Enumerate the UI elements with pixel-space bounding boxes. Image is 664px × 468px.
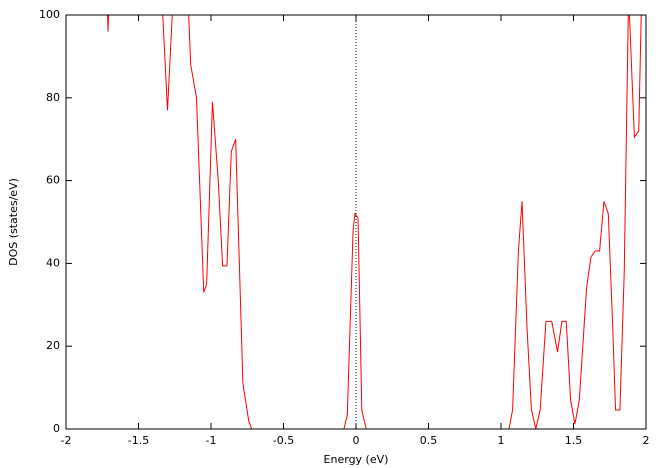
y-tick-label: 40 [46, 256, 60, 269]
x-tick-label: 0 [353, 434, 360, 447]
y-tick-label: 20 [46, 339, 60, 352]
y-tick-label: 0 [53, 422, 60, 435]
plot-border [65, 14, 647, 430]
y-tick-label: 80 [46, 91, 60, 104]
dos-line [107, 15, 642, 429]
plot-area [107, 15, 642, 429]
x-tick-label: 1 [498, 434, 505, 447]
x-tick-label: 0.5 [420, 434, 438, 447]
x-tick-label: -2 [61, 434, 72, 447]
x-axis-label: Energy (eV) [324, 453, 389, 466]
x-tick-label: -1 [206, 434, 217, 447]
y-tick-label: 60 [46, 174, 60, 187]
x-tick-label: -1.5 [128, 434, 149, 447]
x-tick-label: 2 [643, 434, 650, 447]
y-axis-label: DOS (states/eV) [7, 178, 20, 266]
y-tick-label: 100 [39, 8, 60, 21]
x-tick-label: -0.5 [273, 434, 294, 447]
x-tick-label: 1.5 [565, 434, 583, 447]
